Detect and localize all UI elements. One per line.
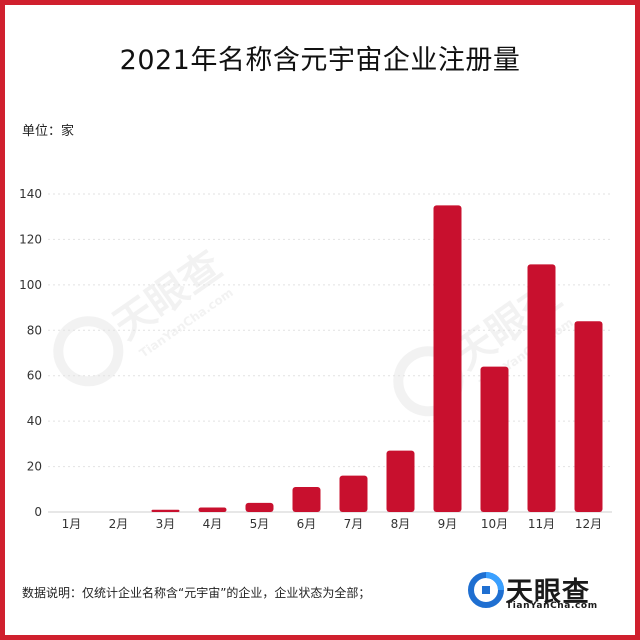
y-tick-label: 80: [27, 323, 42, 337]
y-tick-label: 0: [34, 505, 42, 519]
x-tick-label: 4月: [203, 517, 223, 531]
bar-12月: [574, 321, 603, 512]
bar-10月: [480, 366, 509, 512]
x-tick-label: 6月: [297, 517, 317, 531]
y-tick-label: 120: [19, 232, 42, 246]
bar-7月: [339, 475, 368, 512]
x-tick-label: 11月: [528, 517, 555, 531]
logo-domain: TianYanCha.com: [506, 601, 598, 611]
bar-4月: [198, 507, 227, 512]
bar-3月: [151, 509, 180, 512]
chart-title: 2021年名称含元宇宙企业注册量: [119, 45, 521, 76]
logo-icon: [468, 572, 504, 608]
x-tick-label: 7月: [344, 517, 364, 531]
y-tick-label: 140: [19, 187, 42, 201]
x-tick-label: 3月: [156, 517, 176, 531]
x-tick-label: 10月: [481, 517, 508, 531]
data-note: 数据说明：仅统计企业名称含“元宇宙”的企业，企业状态为全部；: [22, 586, 371, 600]
unit-label: 单位：家: [22, 124, 75, 139]
x-tick-label: 1月: [62, 517, 82, 531]
x-tick-label: 12月: [575, 517, 602, 531]
x-tick-label: 8月: [391, 517, 411, 531]
y-tick-label: 20: [27, 460, 42, 474]
y-tick-label: 40: [27, 414, 42, 428]
y-tick-label: 60: [27, 369, 42, 383]
x-tick-label: 9月: [438, 517, 458, 531]
logo-name: 天眼查: [506, 577, 590, 608]
bar-9月: [433, 205, 462, 512]
x-tick-label: 2月: [109, 517, 129, 531]
bar-11月: [527, 264, 556, 512]
y-tick-label: 100: [19, 278, 42, 292]
x-tick-label: 5月: [250, 517, 270, 531]
bar-6月: [292, 487, 321, 512]
bar-5月: [245, 502, 274, 512]
tianyancha-logo: 天眼查 TianYanCha.com: [466, 568, 616, 616]
bar-8月: [386, 450, 415, 512]
